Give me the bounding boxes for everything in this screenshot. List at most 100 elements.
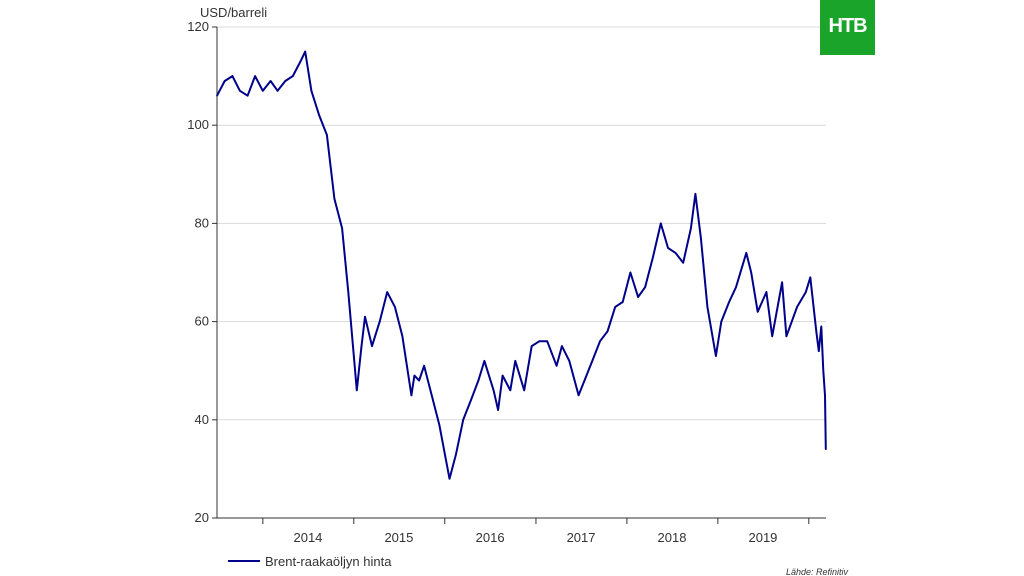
data-point: [360, 345, 363, 347]
logo-text: НТВ: [828, 15, 867, 37]
data-point: [413, 374, 416, 377]
data-point: [347, 291, 350, 293]
x-tick-label: 2016: [476, 530, 505, 545]
data-point: [818, 350, 820, 352]
data-point: [674, 252, 677, 254]
x-tick-label: 2015: [384, 530, 413, 545]
data-point: [246, 94, 249, 97]
data-point: [660, 222, 662, 225]
data-point: [216, 94, 218, 97]
data-point: [599, 340, 601, 343]
data-point: [394, 306, 396, 308]
data-point: [276, 90, 279, 92]
data-point: [614, 306, 616, 308]
y-axis-ticks: 20 40 60 80 100 120: [187, 19, 217, 525]
data-point: [470, 399, 472, 402]
data-point: [401, 335, 404, 338]
data-point: [410, 394, 413, 397]
data-point: [514, 360, 517, 362]
data-point: [690, 227, 692, 230]
data-point: [546, 340, 548, 343]
data-point: [269, 80, 272, 82]
data-point: [371, 345, 373, 347]
y-axis-unit-label: USD/barreli: [200, 5, 267, 20]
data-point: [310, 90, 313, 92]
data-point: [667, 247, 669, 249]
x-tick-label: 2017: [567, 530, 596, 545]
data-point: [825, 448, 827, 451]
data-point: [756, 311, 759, 313]
data-point: [262, 90, 264, 92]
data-point: [418, 379, 420, 382]
data-point: [720, 320, 723, 323]
data-point: [254, 75, 256, 77]
data-point: [501, 374, 504, 377]
data-point: [239, 90, 241, 92]
data-point: [822, 369, 825, 372]
data-point: [509, 389, 512, 392]
data-point: [304, 50, 307, 53]
data-point: [292, 75, 294, 77]
data-point: [728, 301, 730, 303]
data-point: [326, 134, 328, 136]
data-point: [386, 291, 389, 293]
gridlines: [217, 26, 826, 421]
data-point: [621, 301, 624, 303]
source-note: Lähde: Refinitiv: [786, 567, 849, 576]
data-point: [492, 389, 495, 392]
data-point: [781, 281, 783, 284]
data-point: [284, 80, 287, 82]
data-point: [432, 399, 434, 402]
data-point: [824, 394, 826, 397]
y-tick-label: 80: [195, 215, 209, 230]
data-point: [561, 345, 563, 347]
data-point: [378, 320, 381, 323]
data-point: [694, 193, 697, 195]
x-tick-label: 2019: [748, 530, 777, 545]
data-point: [318, 114, 321, 117]
data-point: [606, 330, 609, 333]
data-point: [583, 379, 586, 382]
data-point: [438, 423, 441, 426]
y-tick-label: 20: [195, 510, 209, 525]
data-point: [577, 394, 580, 397]
data-point: [706, 306, 709, 308]
data-point: [765, 291, 768, 293]
data-point: [652, 257, 654, 259]
data-point: [735, 286, 737, 289]
data-point: [815, 330, 818, 333]
y-tick-label: 60: [195, 314, 209, 329]
data-point: [820, 325, 823, 328]
data-point: [771, 335, 773, 338]
data-point: [750, 271, 752, 274]
data-point: [644, 286, 646, 289]
legend: Brent-raakaöljyn hinta: [228, 554, 392, 569]
series-line-brent: [216, 50, 827, 480]
data-point: [483, 360, 486, 362]
data-point: [745, 252, 748, 254]
data-point: [299, 60, 302, 63]
data-point: [809, 276, 812, 279]
data-point: [530, 345, 533, 347]
data-point: [568, 360, 571, 362]
x-tick-label: 2018: [658, 530, 687, 545]
data-point: [682, 261, 684, 264]
data-point: [497, 409, 499, 411]
data-point: [555, 365, 558, 367]
data-point: [341, 227, 343, 230]
data-point: [591, 360, 594, 362]
data-point: [223, 80, 226, 82]
data-point: [538, 340, 541, 343]
data-point: [629, 271, 632, 274]
data-point: [796, 306, 798, 308]
y-tick-label: 120: [187, 19, 209, 34]
data-point: [364, 315, 366, 318]
data-point: [805, 291, 807, 293]
data-point: [356, 389, 358, 392]
data-point: [231, 75, 234, 77]
x-tick-label: 2014: [293, 530, 322, 545]
ntv-logo: НТВ: [820, 0, 875, 55]
data-point: [462, 419, 465, 421]
data-point: [523, 389, 525, 392]
